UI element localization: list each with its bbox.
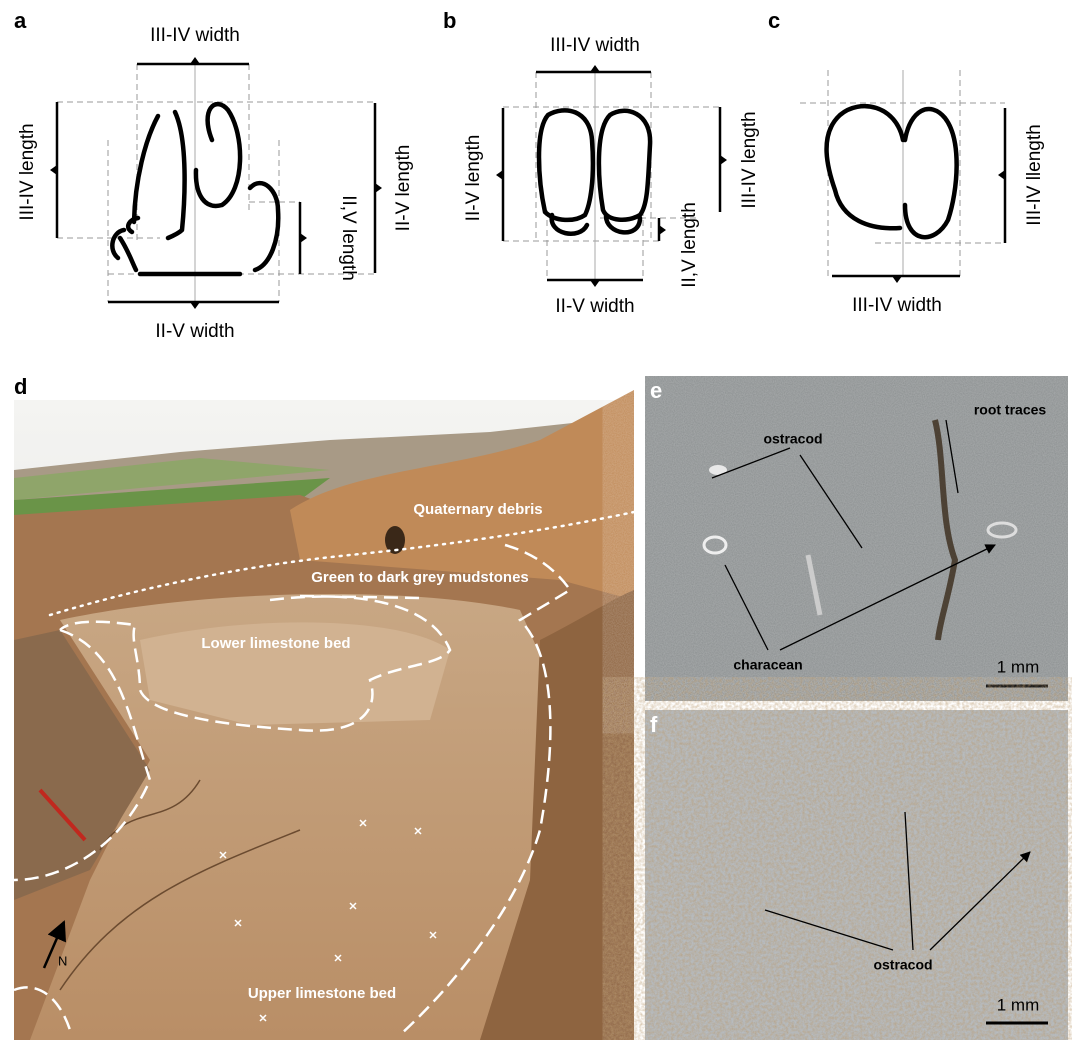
measurement-label: II-V width [155,321,234,342]
field-photo-part [480,590,634,1040]
annotation: Quaternary debris [413,501,542,518]
micrograph-part [932,419,959,641]
measurement-label: II-V length [393,145,414,232]
panel-label: b [443,8,456,33]
measurement-label: II-V length [463,135,484,222]
measure-bars-part [50,57,382,309]
measurement-label: III-IV length [17,123,38,220]
micrograph-part [805,554,823,616]
track-marks [219,819,437,1022]
field-photo-part [38,788,87,842]
measurement-label: II,V length [338,195,359,281]
measurement-label: III-IV llength [1024,124,1045,225]
field-photo-part [290,390,634,600]
panel-label: c [768,8,780,33]
guides [57,64,375,302]
guides-part [57,64,375,302]
panel-f: f ostracod 1 mm [645,710,1068,1040]
micrograph-part [645,710,1068,1040]
panel-label: d [14,374,27,399]
field-photo-part [14,458,330,500]
field-photo-part [385,526,405,554]
unit-boundaries-part [48,510,636,617]
panel-c: c III-IV llength III-IV width [768,8,1045,316]
panel-label: f [650,712,658,737]
unit-boundaries [13,510,636,1036]
measurement-label: III-IV width [852,295,942,316]
micrograph [645,710,1068,1040]
measurement-label: II,V length [679,202,700,288]
panel-label: a [14,8,27,33]
micrograph-part [702,535,728,555]
measure-bars-part [55,62,377,304]
track-marks-part [219,819,437,1022]
arrows-part [711,419,995,651]
unit-boundaries-part [13,543,572,1036]
micrograph-part [709,465,727,475]
panel-d: d Quaternary debris Green to dark grey m… [13,374,636,1040]
annotation: Lower limestone bed [201,635,350,652]
footprint-outline [536,108,653,236]
north-arrow [42,920,66,969]
measurement-label: III-IV width [550,35,640,56]
panel-a: a III-IV width III-IV length II,V length… [14,8,414,342]
annotation: root traces [974,402,1047,418]
arrows [711,419,995,651]
north-label: N [58,953,67,968]
arrows [764,811,1030,951]
footprint-outline-part [110,102,281,277]
measure-bars [832,108,1007,283]
scale-label: 1 mm [997,995,1040,1014]
annotation: Green to dark grey mudstones [311,569,529,586]
field-photo-part [59,779,301,991]
footprint-outline-part [536,108,653,236]
measurement-label: II-V width [555,296,634,317]
panel-e: e ostracod root traces characean 1 mm [645,376,1068,701]
field-photo [14,390,634,1040]
panel-label: e [650,378,662,403]
micrograph [645,376,1068,701]
footprint-outline [110,102,281,277]
panel-b: b III-IV width II-V length III-IV length… [443,8,760,317]
footprint-outline [824,104,959,240]
arrows-part [764,811,1030,951]
measure-bars [496,65,727,287]
field-photo-part [14,630,150,900]
measurement-label: III-IV width [150,25,240,46]
footprint-outline-part [824,104,959,240]
scale-label: 1 mm [997,657,1040,676]
annotation: Upper limestone bed [248,985,396,1002]
annotation: characean [733,657,802,673]
measure-bars-part [832,108,1007,278]
measurement-label: III-IV length [739,111,760,208]
measure-bars [50,57,382,309]
annotation: ostracod [873,957,932,973]
annotation: ostracod [763,431,822,447]
